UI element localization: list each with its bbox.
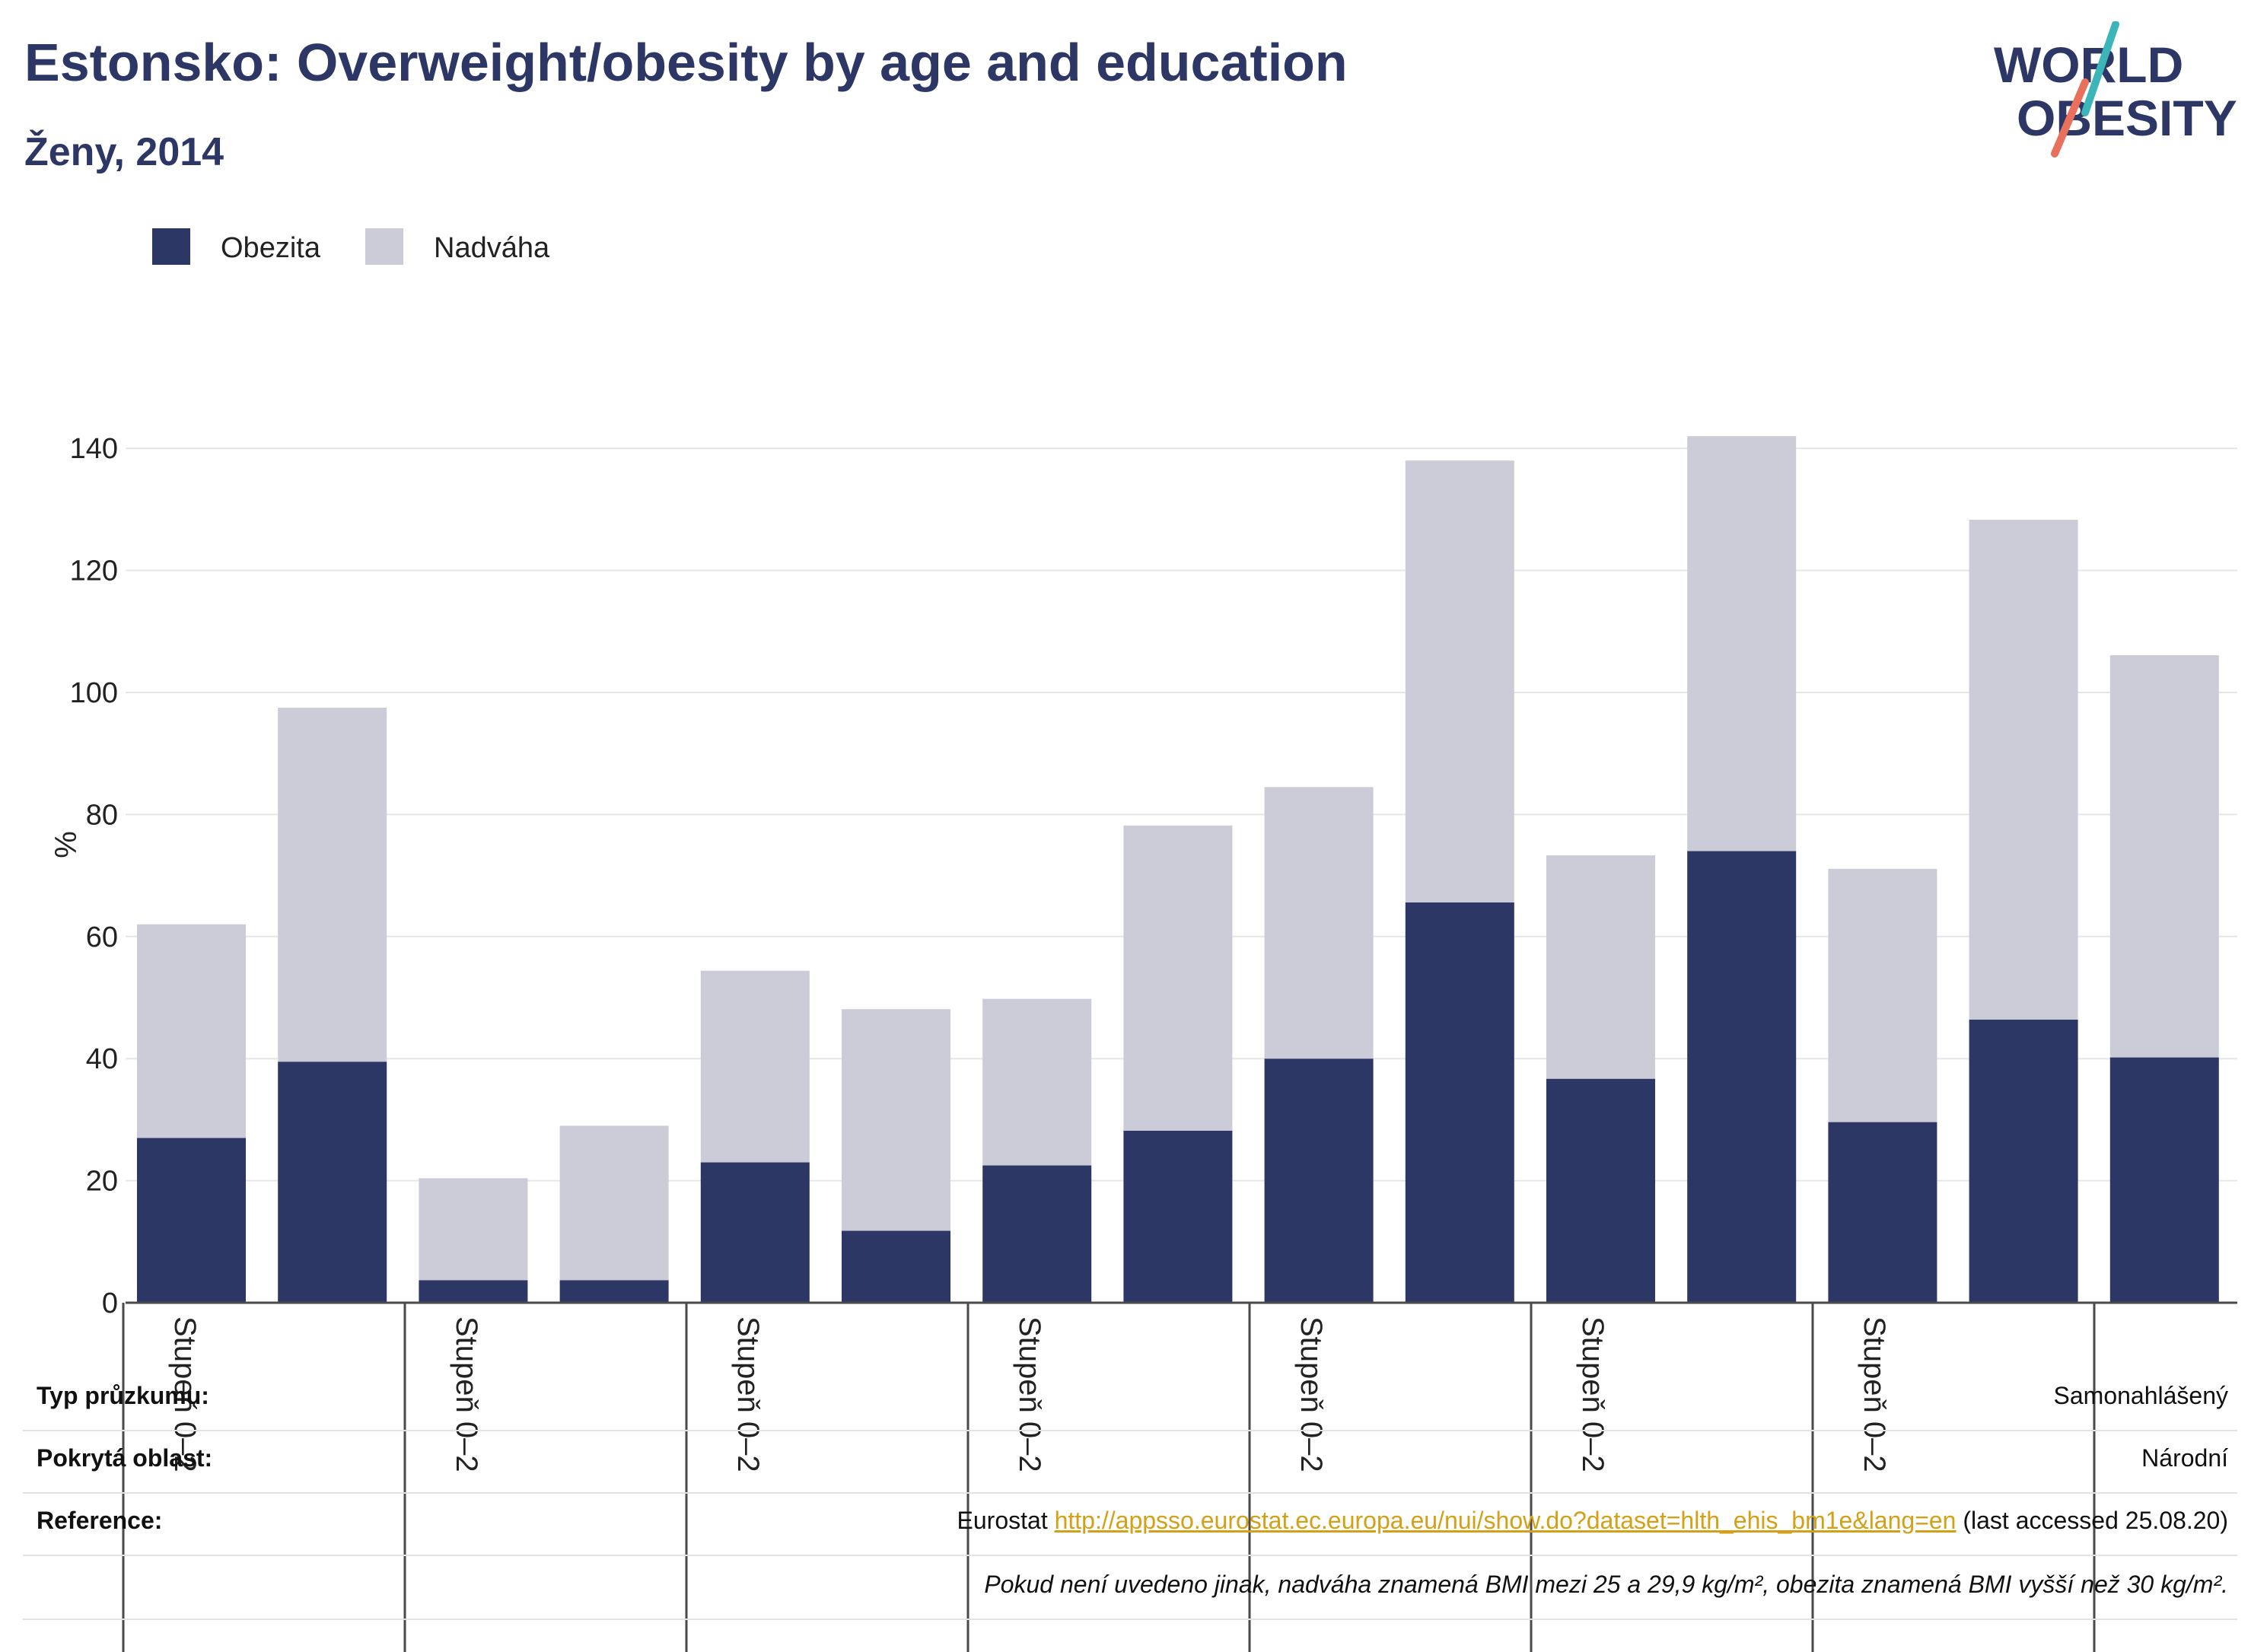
survey-type-value: Samonahlášený bbox=[2053, 1382, 2228, 1409]
x-group-label: Stupeň 0–2 bbox=[450, 1316, 483, 1472]
y-tick-label: 40 bbox=[86, 1043, 118, 1075]
bar-nadvaha bbox=[559, 1125, 669, 1281]
bar-nadvaha bbox=[278, 708, 387, 1062]
axes: 0 20 40 60 80 100 120 140% Stupeň 0–2 Stupeň 0–2 S… bbox=[48, 433, 2237, 1652]
bar-nadvaha bbox=[1687, 436, 1797, 851]
bar-nadvaha bbox=[1546, 855, 1655, 1079]
bar-nadvaha bbox=[1123, 825, 1233, 1131]
bar-nadvaha bbox=[1264, 787, 1374, 1059]
bar-obezita bbox=[700, 1162, 810, 1303]
bar-nadvaha bbox=[2109, 655, 2219, 1058]
x-group-label: Stupeň 0–2 bbox=[1013, 1316, 1046, 1472]
reference-suffix: (last accessed 25.08.20) bbox=[1956, 1507, 2228, 1534]
logo-slash-teal bbox=[2081, 21, 2119, 116]
bar-obezita bbox=[1828, 1122, 1937, 1303]
legend-label: Nadváha bbox=[434, 232, 550, 264]
bar-obezita bbox=[842, 1230, 950, 1303]
legend-swatch bbox=[152, 228, 190, 265]
bar-obezita bbox=[1969, 1019, 2078, 1303]
reference-link[interactable]: http://appsso.eurostat.ec.europa.eu/nui/… bbox=[1054, 1507, 1956, 1534]
x-group-label: Stupeň 0–2 bbox=[1858, 1316, 1891, 1472]
bar-obezita bbox=[1405, 902, 1514, 1303]
bar-nadvaha bbox=[982, 998, 1092, 1166]
x-group-label: Stupeň 0–2 bbox=[1294, 1316, 1328, 1472]
bar-nadvaha bbox=[1828, 868, 1937, 1122]
y-tick-label: 100 bbox=[70, 677, 118, 709]
bar-nadvaha bbox=[419, 1178, 528, 1281]
bar-nadvaha bbox=[1969, 520, 2078, 1020]
bars bbox=[137, 436, 2219, 1303]
reference-value: Eurostat http://appsso.eurostat.ec.europ… bbox=[957, 1507, 2228, 1535]
bar-obezita bbox=[137, 1138, 246, 1303]
y-tick-label: 140 bbox=[70, 433, 118, 465]
x-group-label: Stupeň 0–2 bbox=[1576, 1316, 1609, 1472]
bar-obezita bbox=[1687, 851, 1797, 1303]
legend: Obezita Nadváha bbox=[152, 228, 550, 265]
reference-label: Reference: bbox=[37, 1507, 163, 1534]
legend-label: Obezita bbox=[221, 232, 321, 264]
y-axis-label: % bbox=[48, 831, 81, 858]
definition-note: Pokud není uvedeno jinak, nadváha znamen… bbox=[984, 1571, 2228, 1598]
bar-nadvaha bbox=[700, 970, 810, 1163]
bar-obezita bbox=[2109, 1057, 2219, 1303]
logo-word-obesity: OBESITY bbox=[2017, 90, 2237, 146]
meta-table-lines bbox=[23, 1430, 2237, 1620]
bar-obezita bbox=[1264, 1058, 1374, 1303]
y-tick-label: 120 bbox=[70, 555, 118, 587]
bar-obezita bbox=[1123, 1130, 1233, 1303]
legend-swatch bbox=[365, 228, 403, 265]
bar-obezita bbox=[419, 1280, 528, 1303]
bar-obezita bbox=[559, 1280, 669, 1303]
bar-obezita bbox=[278, 1062, 387, 1303]
logo-slash-coral bbox=[2051, 78, 2089, 158]
world-obesity-logo: WORLD OBESITY bbox=[1994, 21, 2237, 158]
y-tick-label: 0 bbox=[102, 1288, 118, 1319]
chart-title: Estonsko: Overweight/obesity by age and … bbox=[24, 33, 1348, 92]
y-tick-label: 80 bbox=[86, 799, 118, 831]
coverage-label: Pokrytá oblast: bbox=[37, 1444, 213, 1472]
bar-nadvaha bbox=[1405, 460, 1514, 902]
y-tick-label: 60 bbox=[86, 921, 118, 953]
chart-subtitle: Ženy, 2014 bbox=[24, 130, 224, 174]
x-group-label: Stupeň 0–2 bbox=[168, 1316, 202, 1472]
x-group-label: Stupeň 0–2 bbox=[731, 1316, 765, 1472]
reference-prefix: Eurostat bbox=[957, 1507, 1055, 1534]
bar-nadvaha bbox=[137, 924, 246, 1138]
y-tick-label: 20 bbox=[86, 1166, 118, 1198]
bar-nadvaha bbox=[842, 1009, 950, 1231]
survey-type-label: Typ průzkumu: bbox=[37, 1382, 209, 1409]
coverage-value: Národní bbox=[2141, 1444, 2228, 1472]
bar-obezita bbox=[982, 1165, 1092, 1303]
bar-obezita bbox=[1546, 1078, 1655, 1303]
